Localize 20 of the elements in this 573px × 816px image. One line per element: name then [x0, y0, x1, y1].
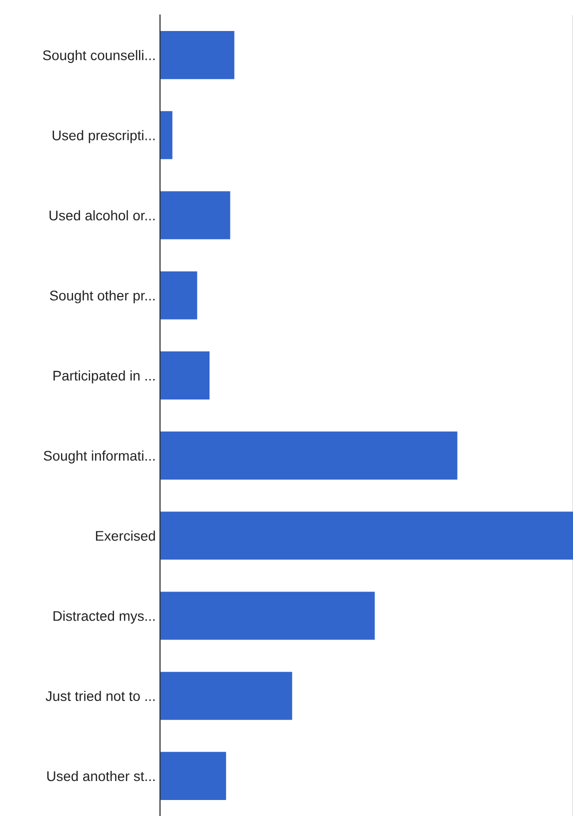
bar: [160, 592, 375, 640]
y-tick-label: Just tried not to ...: [46, 690, 155, 702]
bar: [160, 191, 230, 240]
bar: [160, 31, 234, 80]
y-tick-label: Used another st...: [47, 770, 155, 782]
bar: [160, 111, 172, 160]
y-tick-label: Used alcohol or...: [50, 210, 155, 220]
y-tick-label: Distracted mys...: [54, 610, 155, 624]
bar: [160, 512, 573, 560]
y-tick-label: Used prescripti...: [52, 130, 155, 144]
bar: [160, 432, 458, 480]
y-tick-label: Sought other pr...: [50, 290, 155, 304]
y-tick-label: Exercised: [96, 530, 155, 541]
bar: [160, 351, 210, 400]
bar: [160, 271, 198, 320]
y-tick-label: Sought informati...: [44, 450, 155, 464]
y-tick-label: Sought counselli...: [42, 50, 155, 63]
bar: [160, 672, 292, 720]
bar: [160, 752, 226, 800]
y-tick-label: Participated in ...: [54, 370, 155, 384]
